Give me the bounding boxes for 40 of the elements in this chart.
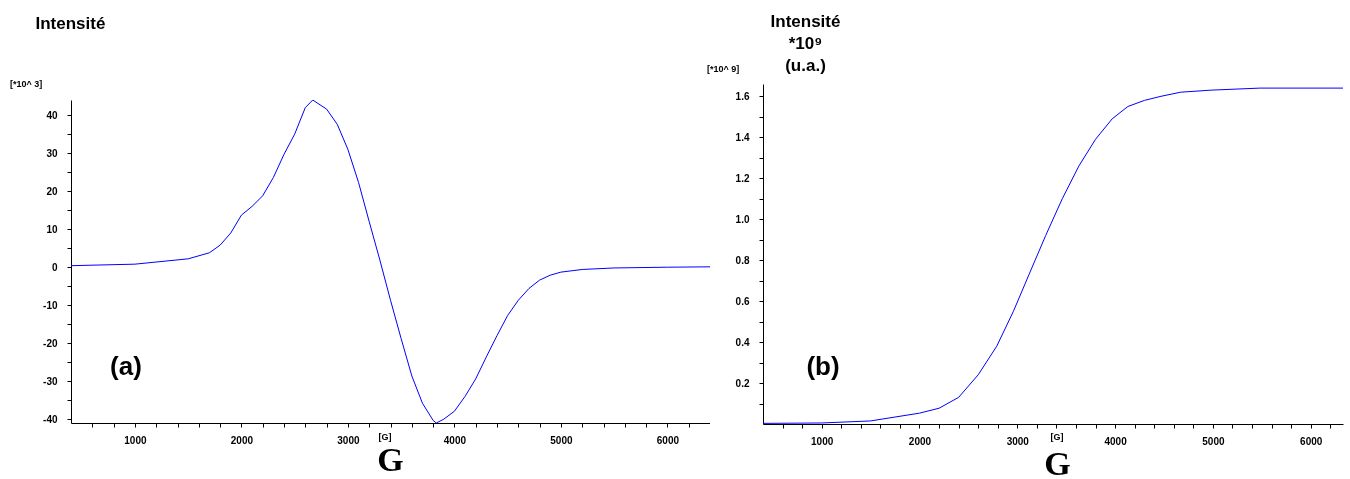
y-tick-label: 30: [46, 147, 58, 159]
y-tick-label: 10: [46, 223, 58, 235]
x-tick-label: 5000: [1202, 435, 1225, 447]
y-axis-title: Intensité: [35, 13, 106, 33]
y-tick-label: 20: [46, 185, 58, 197]
x-tick-label: 1000: [124, 434, 147, 446]
x-tick-label: 6000: [656, 434, 680, 446]
y-tick-label: -10: [43, 299, 58, 311]
x-tick-label: 2000: [908, 435, 932, 447]
x-tick-label: 2000: [230, 434, 254, 446]
y-tick-label: 1.0: [735, 213, 750, 225]
y-tick-label: 1.2: [735, 172, 750, 184]
y-tick-label: 0.2: [735, 377, 750, 389]
x-tick-label: 4000: [1104, 435, 1128, 447]
line-series: [763, 87, 1343, 424]
x-tick-label: 5000: [550, 434, 573, 446]
text: [*10^ 9]: [707, 64, 740, 74]
x-tick-label: 6000: [1300, 435, 1323, 447]
y-tick-label: 40: [46, 109, 58, 121]
x-tick-label: 3000: [1006, 435, 1030, 447]
y-tick-label: 0: [51, 261, 58, 273]
y-tick-label: 0.6: [735, 295, 750, 307]
x-axis-title: G: [1044, 444, 1071, 479]
y-tick-label: -30: [43, 375, 58, 387]
text: [G]: [378, 432, 392, 442]
y-tick-label: 1.6: [735, 90, 750, 102]
y-tick-label: 1.4: [735, 131, 750, 143]
y-tick-label: 0.8: [735, 254, 750, 266]
text: [G]: [1050, 432, 1064, 442]
y-axis-title: Intensité *10⁹ (u.a.): [770, 11, 841, 75]
text: [*10^ 3]: [10, 79, 43, 89]
x-tick-label: 4000: [443, 434, 467, 446]
annotation: (a): [110, 351, 142, 381]
y-tick-label: 0.4: [735, 336, 750, 348]
y-tick-label: -40: [43, 413, 58, 425]
annotation: (b): [806, 351, 840, 381]
y-tick-label: -20: [43, 337, 58, 349]
x-tick-label: 1000: [811, 435, 834, 447]
x-tick-label: 3000: [337, 434, 360, 446]
line-series: [71, 100, 710, 423]
